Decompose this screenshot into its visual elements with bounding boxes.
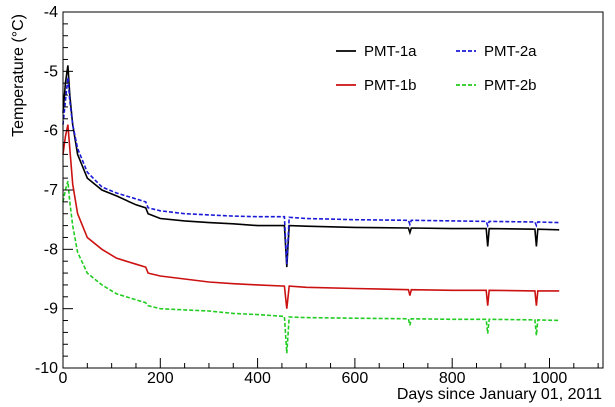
x-tick-label: 200	[147, 370, 174, 387]
legend-label-pmt-2a: PMT-2a	[484, 43, 537, 60]
series-line-pmt-2b	[62, 180, 560, 354]
y-tick-label: -10	[35, 360, 58, 377]
legend-label-pmt-1a: PMT-1a	[364, 43, 417, 60]
x-tick-label: 800	[439, 370, 466, 387]
y-tick-label: -5	[44, 63, 58, 80]
y-tick-label: -7	[44, 182, 58, 199]
y-axis-label: Temperature (°C)	[10, 14, 27, 137]
series-line-pmt-1b	[62, 124, 560, 309]
x-tick-label: 400	[244, 370, 271, 387]
x-tick-label: 600	[342, 370, 369, 387]
y-tick-label: -6	[44, 123, 58, 140]
series-line-pmt-1a	[62, 65, 560, 268]
ticks-layer: 0 200 400 600 800 1000 -10 -9 -8 -7 -6 -5 -4	[35, 4, 599, 387]
x-tick-label: 1000	[532, 370, 568, 387]
y-tick-label: -9	[44, 301, 58, 318]
series-layer	[62, 65, 560, 354]
y-tick-label: -8	[44, 241, 58, 258]
y-tick-label: -4	[44, 4, 58, 21]
series-line-pmt-2a	[62, 77, 560, 265]
legend-label-pmt-2b: PMT-2b	[484, 77, 537, 94]
x-axis-label: Days since January 01, 2011	[397, 386, 602, 403]
legend-label-pmt-1b: PMT-1b	[364, 77, 417, 94]
legend: PMT-1a PMT-2a PMT-1b PMT-2b	[336, 43, 537, 94]
x-tick-label: 0	[59, 370, 68, 387]
